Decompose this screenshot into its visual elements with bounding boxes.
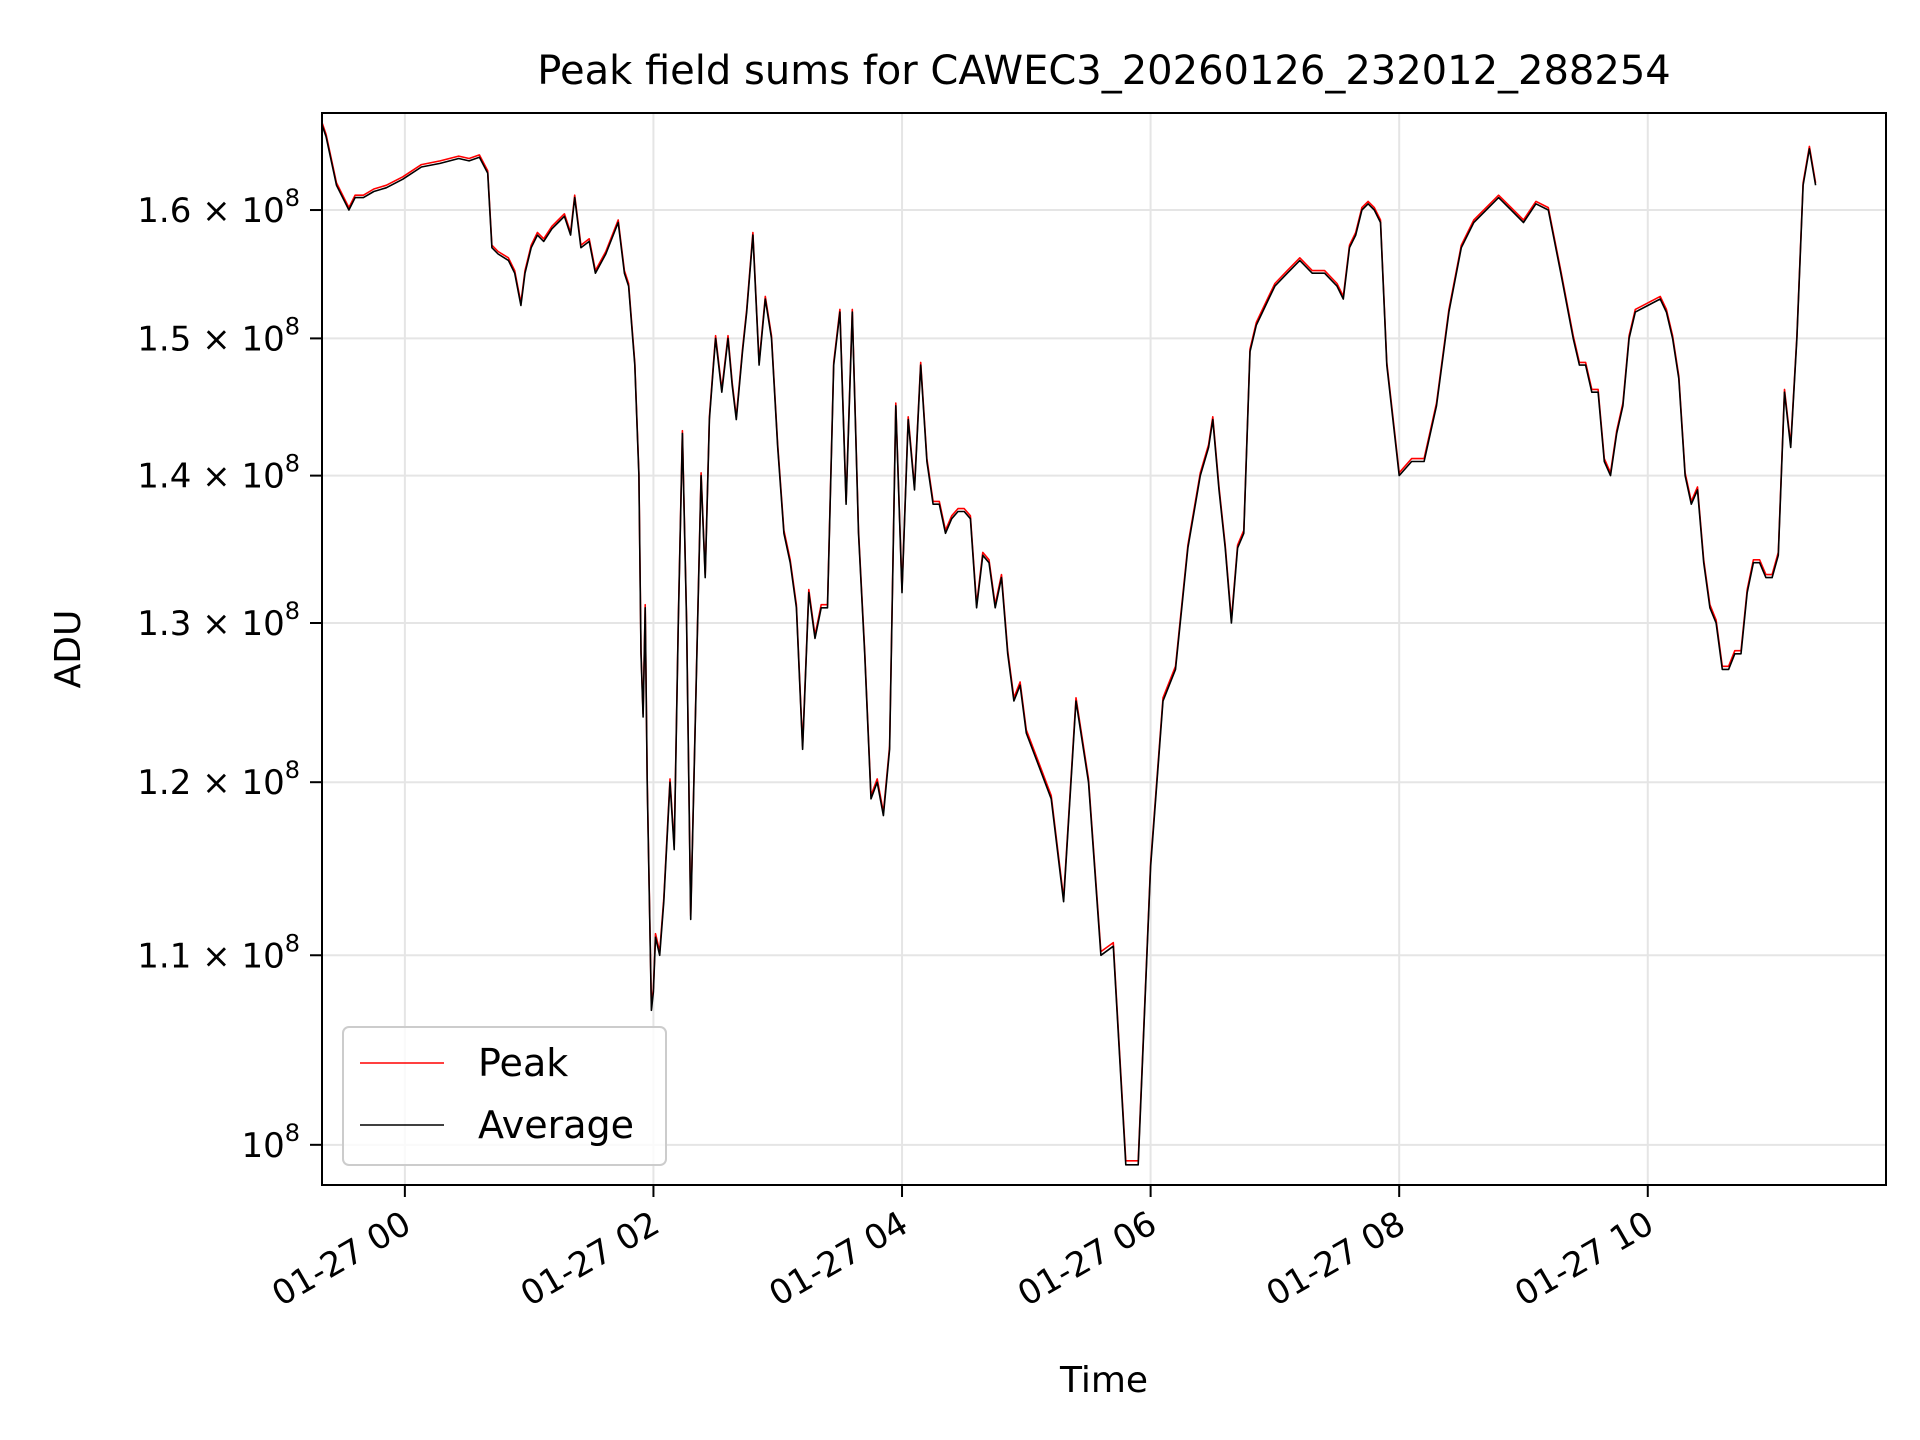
y-tick-exponent: 8: [285, 597, 300, 625]
y-tick-mantissa: 1.2 × 10: [137, 763, 284, 803]
y-axis-label: ADU: [48, 610, 89, 689]
x-axis: 01-27 00 01-27 02 01-27 04 01-27 06 01-27 08…: [265, 1185, 1661, 1315]
x-tick-label: 01-27 08: [1260, 1204, 1412, 1315]
x-axis-label: Time: [1059, 1360, 1148, 1401]
y-tick-label: 1.1 × 108: [137, 929, 300, 976]
y-tick-label: 1.4 × 108: [137, 450, 300, 497]
x-tick-label: 01-27 00: [265, 1204, 417, 1315]
x-tick-label: 01-27 02: [514, 1204, 666, 1315]
y-tick-exponent: 8: [285, 756, 300, 784]
x-tick-label: 01-27 06: [1011, 1204, 1163, 1315]
legend: Peak Average: [342, 1026, 667, 1166]
y-tick-mantissa: 10: [241, 1126, 284, 1166]
y-tick-mantissa: 1.1 × 10: [137, 936, 284, 976]
legend-label-peak: Peak: [478, 1041, 568, 1085]
y-tick-mantissa: 1.6 × 10: [137, 191, 284, 231]
y-tick-mantissa: 1.4 × 10: [137, 457, 284, 497]
grid: [322, 113, 1886, 1185]
chart-title: Peak field sums for CAWEC3_20260126_2320…: [537, 48, 1670, 94]
y-tick-label: 1.5 × 108: [137, 312, 300, 359]
series-line-average: [322, 124, 1817, 1166]
y-tick-label: 1.2 × 108: [137, 756, 300, 803]
y-tick-exponent: 8: [285, 184, 300, 212]
y-tick-mantissa: 1.3 × 10: [137, 604, 284, 644]
legend-label-average: Average: [478, 1103, 634, 1147]
y-tick-exponent: 8: [285, 312, 300, 340]
plot-frame: [321, 112, 1887, 1186]
y-tick-mantissa: 1.5 × 10: [137, 319, 284, 359]
y-tick-exponent: 8: [285, 1119, 300, 1147]
y-tick-label: 1.3 × 108: [137, 597, 300, 644]
y-tick-exponent: 8: [285, 450, 300, 478]
x-tick-label: 01-27 10: [1508, 1204, 1660, 1315]
y-tick-label: 1.6 × 108: [137, 184, 300, 231]
x-tick-label: 01-27 04: [763, 1204, 915, 1315]
series-line-peak: [322, 122, 1817, 1162]
y-tick-label: 108: [241, 1119, 300, 1166]
y-tick-exponent: 8: [285, 929, 300, 957]
plot-area: [322, 122, 1817, 1166]
legend-box: [342, 1026, 667, 1166]
